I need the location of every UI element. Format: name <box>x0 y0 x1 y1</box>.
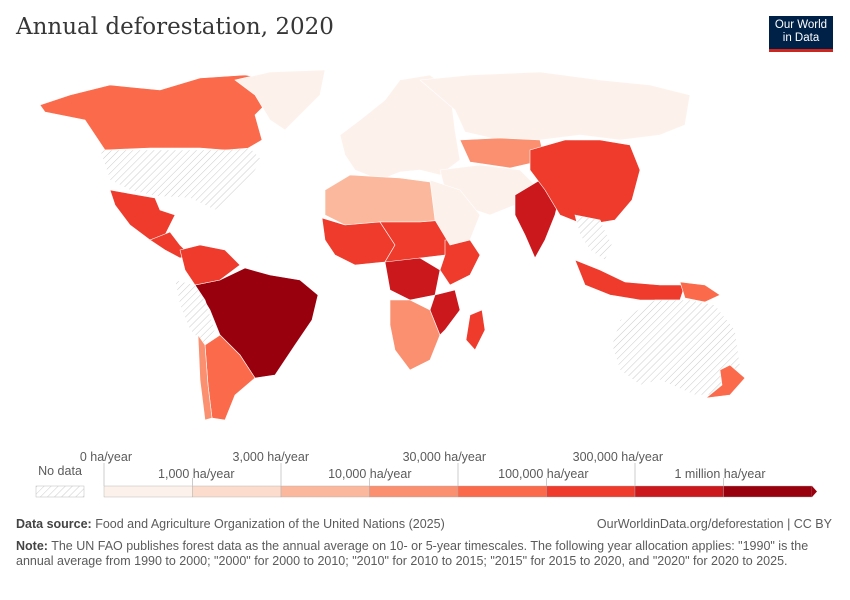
source-url[interactable]: OurWorldinData.org/deforestation | CC BY <box>596 517 832 531</box>
legend-bin <box>369 485 459 498</box>
legend-bin <box>546 485 636 498</box>
legend-bin <box>457 485 547 498</box>
legend-tick-label: 3,000 ha/year <box>233 450 309 464</box>
legend-bin <box>280 485 370 498</box>
legend-tick-label: 0 ha/year <box>80 450 132 464</box>
region-east-africa[interactable] <box>439 239 481 286</box>
region-mexico[interactable] <box>109 189 176 241</box>
region-papua-new-guinea[interactable] <box>679 281 721 303</box>
region-china[interactable] <box>529 139 641 226</box>
legend-bin <box>634 485 724 498</box>
region-middle-east[interactable] <box>429 179 481 246</box>
legend-arrow <box>812 486 817 497</box>
region-dr-congo[interactable] <box>384 257 441 301</box>
legend-tick-label: 300,000 ha/year <box>573 450 663 464</box>
region-greenland[interactable] <box>234 69 326 131</box>
region-united-states[interactable] <box>99 147 263 211</box>
logo-line: Our World <box>774 19 828 31</box>
region-europe[interactable] <box>339 74 461 181</box>
region-indonesia[interactable] <box>574 259 686 301</box>
region-mozambique[interactable] <box>429 289 461 336</box>
legend-no-data-label: No data <box>38 464 82 478</box>
region-north-africa[interactable] <box>324 174 441 226</box>
region-canada[interactable] <box>39 74 276 151</box>
chart-title: Annual deforestation, 2020 <box>16 14 334 40</box>
region-central-africa[interactable] <box>379 219 461 263</box>
logo-line: in Data <box>782 32 820 44</box>
legend-tick-label: 30,000 ha/year <box>403 450 486 464</box>
region-new-zealand[interactable] <box>704 364 746 399</box>
legend-bin <box>192 485 282 498</box>
region-colombia-venezuela[interactable] <box>179 244 241 286</box>
legend-tick-label: 100,000 ha/year <box>498 467 588 481</box>
region-southern-africa[interactable] <box>389 299 441 371</box>
legend-tick-label: 1 million ha/year <box>674 467 765 481</box>
region-madagascar[interactable] <box>465 309 486 351</box>
legend-tick-label: 1,000 ha/year <box>158 467 234 481</box>
region-peru-bolivia[interactable] <box>174 279 216 346</box>
region-russia[interactable] <box>419 71 691 141</box>
owid-logo[interactable]: Our World in Data <box>769 16 833 52</box>
note: Note: The UN FAO publishes forest data a… <box>16 539 809 568</box>
legend-tick-label: 10,000 ha/year <box>328 467 411 481</box>
region-chile[interactable] <box>197 333 213 421</box>
legend-no-data-swatch <box>35 485 85 498</box>
world-map <box>39 69 746 421</box>
legend-bin <box>723 485 813 498</box>
region-southeast-asia[interactable] <box>574 214 613 261</box>
data-source: Data source: Food and Agriculture Organi… <box>16 517 445 531</box>
region-australia[interactable] <box>611 299 741 396</box>
legend-bin <box>103 485 193 498</box>
